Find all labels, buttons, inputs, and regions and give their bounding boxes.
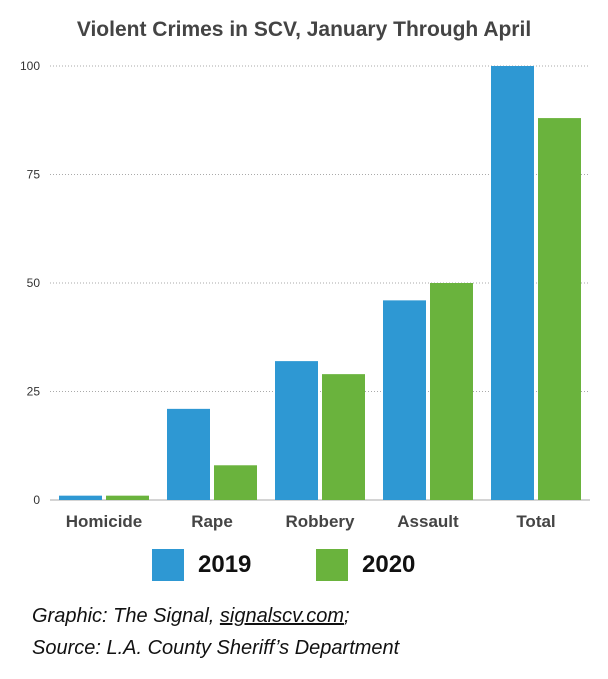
credits: Graphic: The Signal, signalscv.com; Sour…: [32, 600, 399, 664]
credit-source: Source: L.A. County Sheriff’s Department: [32, 637, 400, 659]
bar-rape-2020: [214, 465, 257, 500]
signal-website-link[interactable]: signalscv.com: [219, 605, 344, 627]
y-tick-label-25: 25: [27, 385, 41, 399]
credit-graphic-prefix: Graphic: The Signal,: [32, 605, 220, 627]
x-tick-label-assault: Assault: [397, 512, 459, 531]
x-tick-label-robbery: Robbery: [286, 512, 356, 531]
x-tick-label-rape: Rape: [191, 512, 233, 531]
legend-swatch-2020: [316, 549, 348, 581]
legend-label-2019: 2019: [198, 551, 252, 578]
bar-assault-2020: [430, 283, 473, 500]
bar-robbery-2020: [322, 374, 365, 500]
legend-label-2020: 2020: [362, 551, 416, 578]
legend-swatch-2019: [152, 549, 184, 581]
legend-item-2019: 2019: [152, 549, 251, 581]
credit-graphic: Graphic: The Signal, signalscv.com;: [32, 600, 399, 632]
bar-assault-2019: [383, 300, 426, 500]
bar-chart: 0 25 50 75 100 Homicide Rape Robbery Assault Tota…: [20, 59, 590, 531]
y-tick-label-100: 100: [20, 59, 40, 73]
bar-rape-2019: [167, 408, 210, 500]
bar-total-2020: [538, 118, 581, 500]
bar-homicide-2019: [59, 495, 102, 500]
x-tick-label-total: Total: [516, 512, 555, 531]
x-tick-label-homicide: Homicide: [66, 512, 143, 531]
chart-title: Violent Crimes in SCV, January Through A…: [76, 18, 532, 41]
bar-total-2019: [491, 66, 534, 500]
y-tick-label-75: 75: [27, 168, 41, 182]
credit-graphic-suffix: ;: [344, 605, 350, 627]
bar-homicide-2020: [106, 495, 149, 500]
y-tick-label-50: 50: [27, 276, 41, 290]
legend-item-2020: 2020: [316, 549, 415, 581]
bar-robbery-2019: [275, 361, 318, 500]
y-tick-label-0: 0: [33, 493, 40, 507]
